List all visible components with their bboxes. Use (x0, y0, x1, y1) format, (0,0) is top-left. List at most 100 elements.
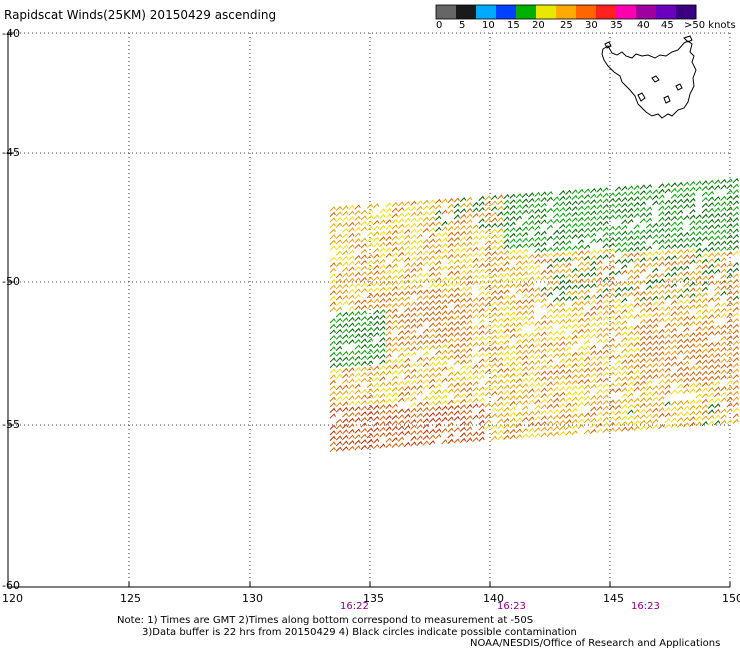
wind-barb (676, 249, 684, 255)
wind-barb (726, 396, 733, 402)
wind-barb (590, 305, 597, 311)
wind-barb (416, 222, 423, 228)
wind-barb (490, 306, 498, 313)
wind-barb (577, 233, 584, 239)
wind-barb (627, 409, 634, 415)
wind-barb (466, 314, 473, 320)
wind-barb (534, 197, 541, 203)
wind-barb (552, 280, 560, 286)
wind-barb (484, 301, 491, 307)
wind-barb (410, 430, 417, 436)
wind-barb (726, 273, 733, 279)
wind-barb (608, 270, 615, 276)
wind-barb (354, 406, 361, 412)
wind-barb (435, 433, 442, 440)
wind-barb (571, 351, 578, 357)
wind-barb (521, 198, 529, 204)
wind-barb (503, 333, 510, 340)
wind-barb (559, 369, 566, 375)
wind-barb (478, 223, 485, 229)
wind-barb (416, 317, 423, 323)
wind-barb (404, 408, 411, 414)
wind-barb (497, 239, 504, 245)
wind-barb (726, 295, 733, 302)
wind-barb (428, 283, 436, 289)
wind-barb (459, 314, 467, 320)
wind-barb (404, 419, 411, 425)
wind-barb (707, 241, 715, 247)
wind-barb (509, 400, 516, 406)
wind-barb (652, 194, 659, 200)
wind-barb (608, 293, 615, 299)
wind-barb (608, 326, 615, 332)
wind-barb (428, 395, 436, 401)
wind-barb (466, 235, 473, 242)
wind-barb (379, 309, 386, 315)
wind-barb (645, 324, 653, 330)
wind-barb (366, 332, 374, 338)
wind-barb (342, 238, 349, 245)
wind-barb (397, 313, 405, 319)
wind-barb (497, 244, 504, 251)
wind-barb (329, 407, 336, 413)
wind-barb (559, 201, 566, 207)
wind-barb (366, 388, 374, 394)
wind-barb (335, 222, 343, 228)
wind-barb (571, 200, 578, 206)
wind-barb (348, 300, 355, 306)
wind-barb (577, 227, 584, 234)
wind-barb (639, 212, 646, 218)
legend-swatch (516, 5, 537, 19)
wind-barb (571, 306, 578, 313)
wind-barb (596, 349, 603, 356)
wind-barb (497, 200, 504, 206)
wind-barb (515, 333, 522, 339)
wind-barb (410, 418, 417, 425)
wind-barb (435, 405, 442, 412)
wind-barb (627, 308, 634, 314)
wind-barb (732, 239, 739, 245)
wind-barb (602, 360, 609, 366)
wind-barb (472, 369, 479, 375)
wind-barb (627, 426, 634, 432)
wind-barb (540, 376, 547, 382)
wind-barb (428, 294, 436, 300)
wind-barb (509, 221, 516, 227)
wind-barb (428, 434, 436, 440)
wind-barb (342, 423, 349, 429)
wind-barb (614, 387, 622, 393)
wind-barb (509, 406, 516, 412)
wind-barb (342, 222, 349, 228)
wind-barb (695, 342, 702, 349)
wind-barb (583, 261, 591, 267)
wind-barb (639, 279, 646, 285)
wind-barb (701, 342, 708, 348)
wind-barb (552, 302, 560, 308)
wind-barb (565, 363, 572, 369)
wind-barb (683, 315, 690, 322)
wind-barb (583, 205, 591, 211)
wind-barb (509, 428, 516, 434)
wind-barb (521, 293, 529, 299)
wind-barb (645, 228, 653, 235)
wind-barb (428, 277, 436, 283)
wind-barb (329, 357, 336, 363)
wind-barb (373, 393, 380, 399)
wind-barb (639, 408, 646, 414)
wind-barb (497, 340, 504, 346)
wind-barb (503, 328, 510, 334)
wind-barb (354, 333, 361, 339)
wind-barb (559, 380, 566, 386)
wind-barb (732, 379, 739, 385)
wind-barb (695, 382, 702, 388)
wind-barb (732, 317, 739, 324)
wind-barb (627, 213, 634, 219)
wind-barb (608, 309, 615, 316)
wind-barb (689, 220, 696, 226)
wind-barb (583, 255, 591, 261)
wind-barb (633, 408, 640, 415)
wind-barb (701, 185, 708, 191)
wind-barb (385, 415, 392, 421)
wind-barb (652, 329, 659, 335)
wind-barb (466, 286, 473, 292)
